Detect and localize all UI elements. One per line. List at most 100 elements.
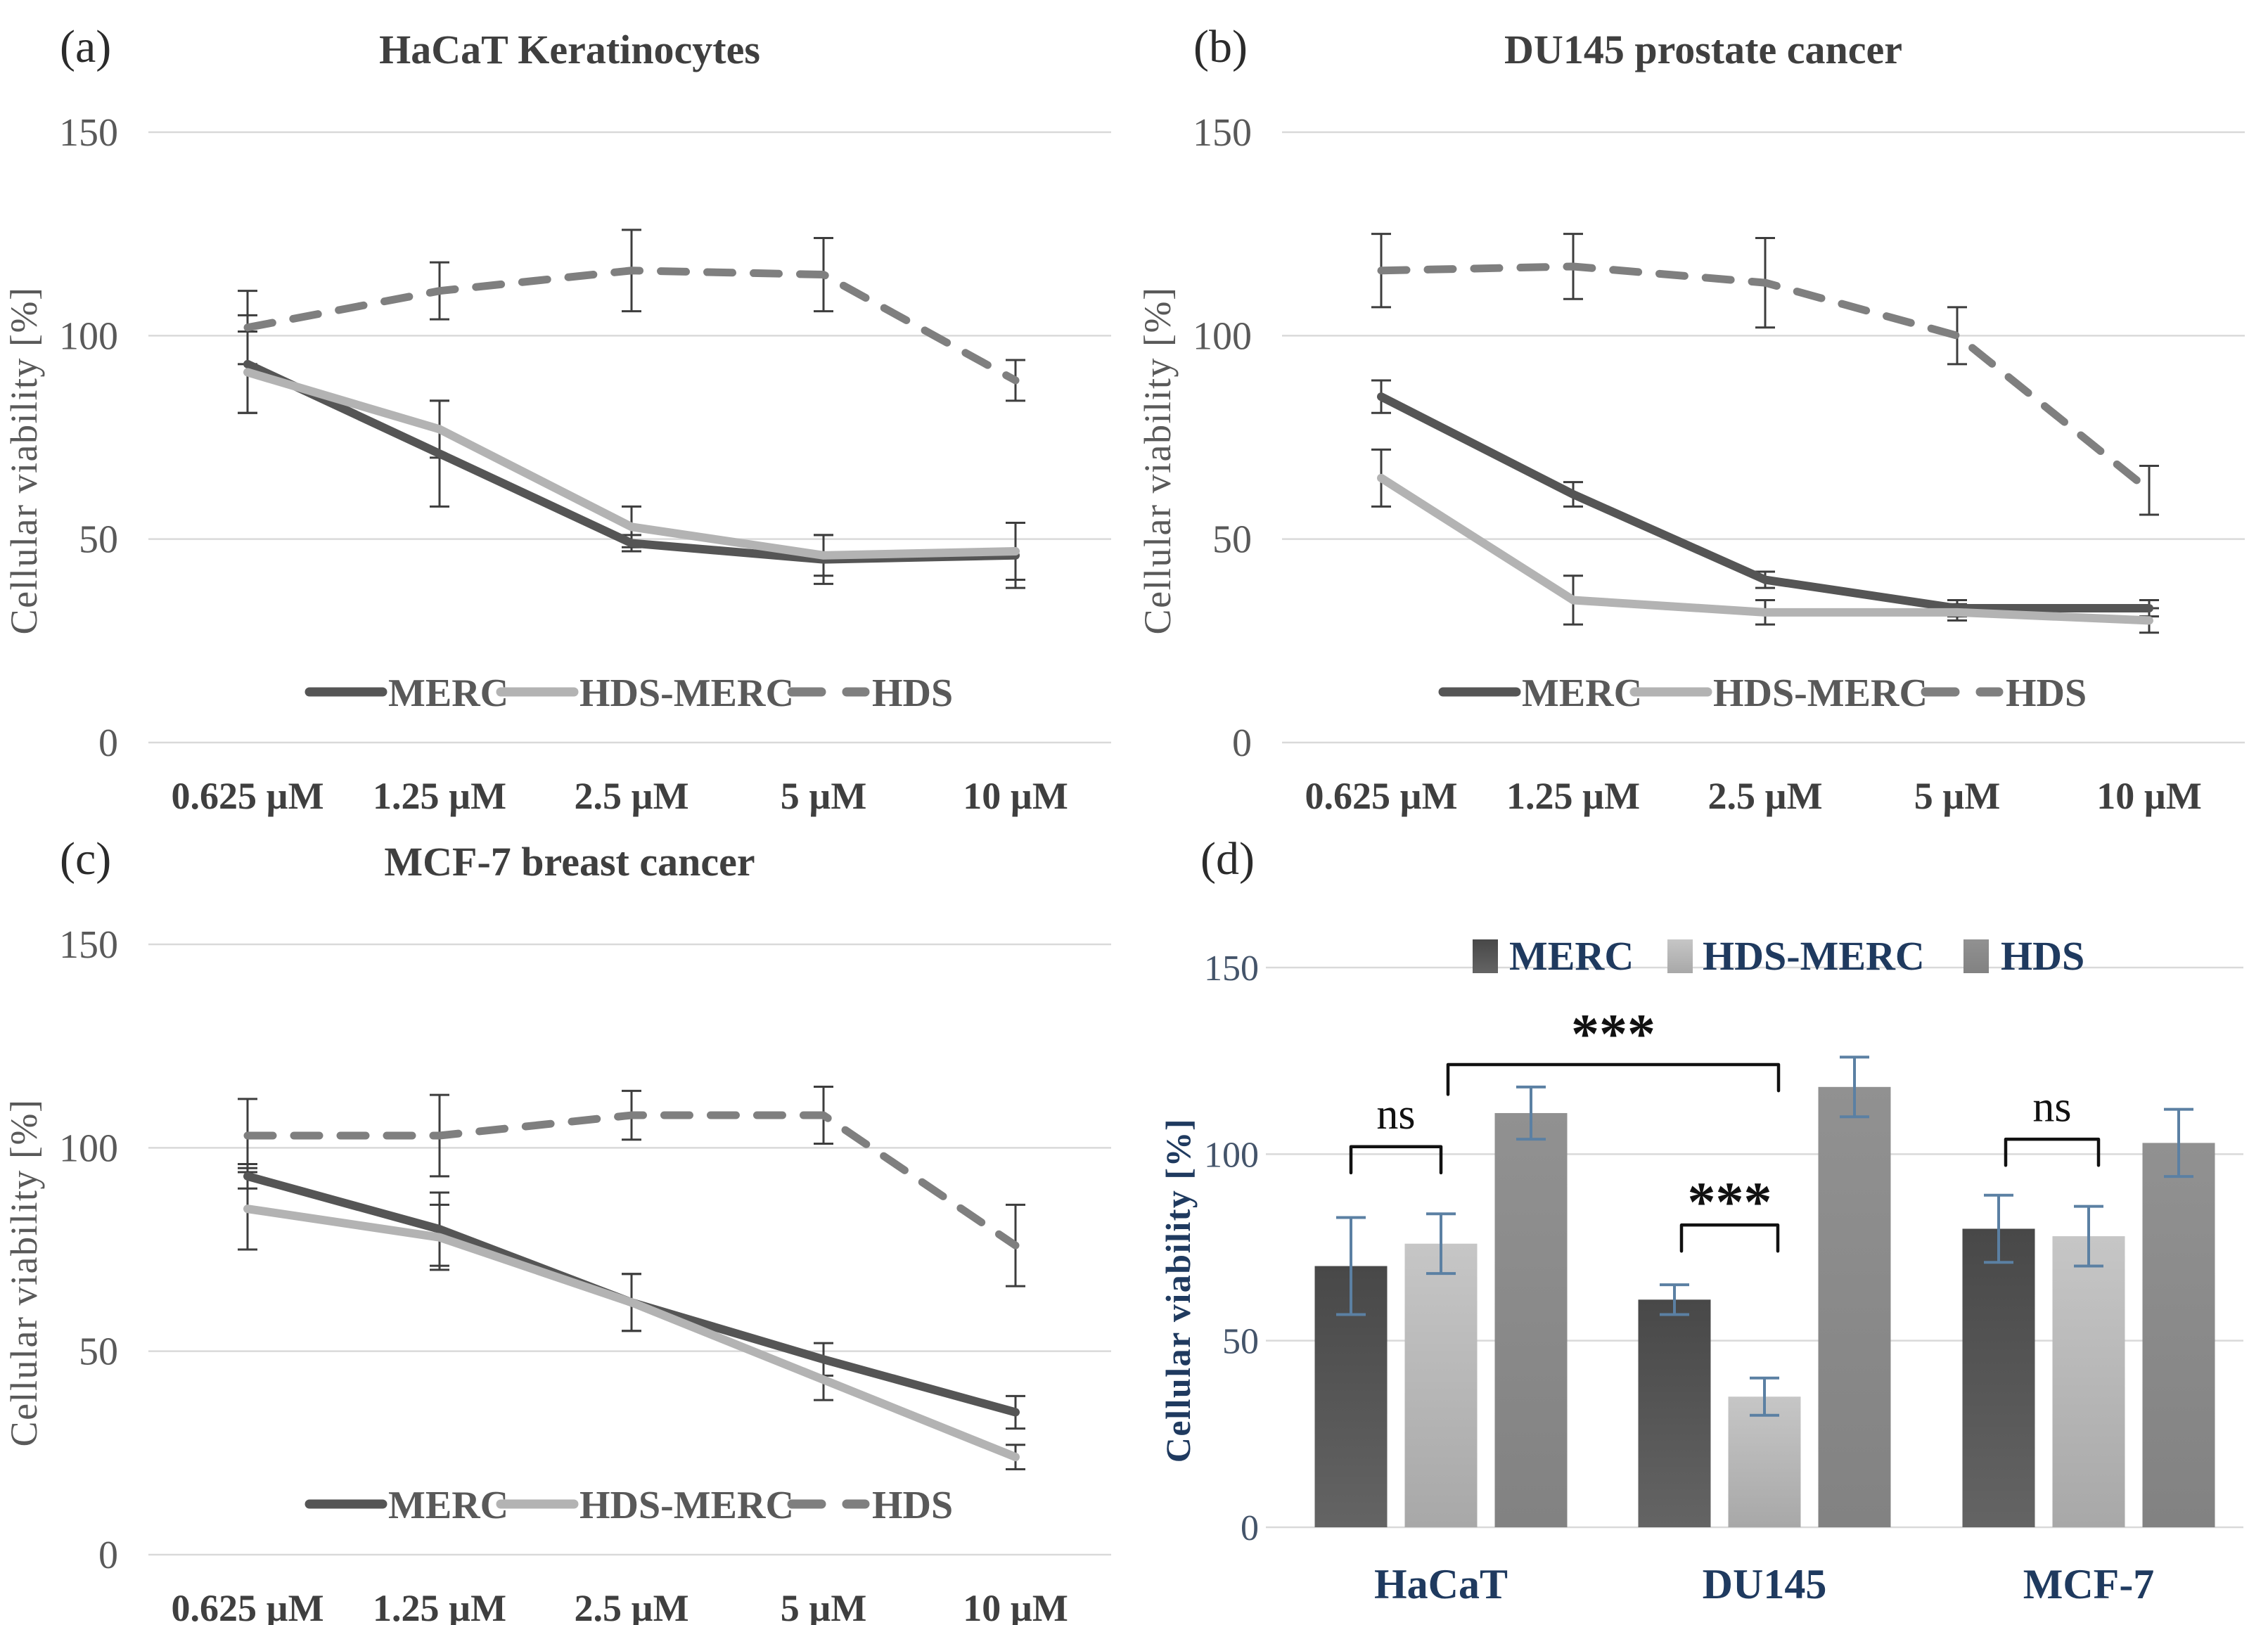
legend-label-HDS: HDS bbox=[872, 1484, 953, 1527]
bar-DU145-MERC bbox=[1638, 1299, 1711, 1527]
y-axis-title: Cellular viability [%] bbox=[3, 1099, 45, 1447]
legend-label-HDS-MERC: HDS-MERC bbox=[579, 672, 794, 715]
x-tick-label: 1.25 µM bbox=[1506, 775, 1640, 817]
x-tick-label: 5 µM bbox=[781, 1587, 867, 1625]
panel-label: (c) bbox=[60, 833, 111, 885]
y-tick-label: 0 bbox=[1241, 1508, 1259, 1548]
y-tick-label: 150 bbox=[59, 111, 118, 155]
du145-line-chart: 150 100 50 0 (b) DU145 prostate cancer Cellula… bbox=[1136, 21, 2245, 817]
series-line-HDS bbox=[243, 266, 1020, 385]
y-tick-label: 100 bbox=[59, 1126, 118, 1170]
summary-bar-chart: 150 100 50 0 (d) Cellular viability [%] MERC HD… bbox=[1158, 833, 2243, 1607]
bar-HaCaT-HDS-MERC bbox=[1404, 1243, 1478, 1527]
y-tick-label: 150 bbox=[59, 923, 118, 967]
x-tick-label: 0.625 µM bbox=[1305, 775, 1457, 817]
legend-label-MERC: MERC bbox=[1509, 933, 1634, 979]
series-line-HDS-MERC bbox=[243, 368, 1020, 560]
error-bar bbox=[1840, 1055, 1869, 1119]
panel-label: (b) bbox=[1193, 21, 1248, 72]
legend-label-HDS-MERC: HDS-MERC bbox=[579, 1484, 794, 1527]
error-bar bbox=[1426, 1212, 1456, 1276]
legend-label-MERC: MERC bbox=[388, 672, 508, 715]
y-tick-label: 150 bbox=[1204, 949, 1259, 989]
significance-label: ns bbox=[2032, 1083, 2071, 1131]
legend-label-HDS: HDS bbox=[2001, 933, 2084, 979]
y-tick-label: 50 bbox=[1212, 518, 1252, 562]
x-tick-label: 1.25 µM bbox=[373, 1587, 506, 1625]
hacat-line-chart: 150 100 50 0 (a) HaCaT Keratinocytes Cellular … bbox=[3, 21, 1111, 817]
error-bar bbox=[1750, 1376, 1779, 1417]
significance-bracket bbox=[1349, 1145, 1443, 1175]
y-tick-label: 0 bbox=[1232, 721, 1252, 765]
x-tick-label: 5 µM bbox=[1914, 775, 2001, 817]
y-axis-title: Cellular viability [%] bbox=[1136, 287, 1179, 635]
legend-label-HDS: HDS bbox=[872, 672, 953, 715]
panel-c-line-chart: 150 100 50 0 (c) MCF-7 breast cancer Cellular … bbox=[0, 812, 1134, 1625]
series-line-MERC bbox=[1377, 392, 2153, 613]
chart-title: MCF-7 breast cancer bbox=[384, 839, 755, 885]
significance-label: *** bbox=[1688, 1171, 1772, 1233]
legend-swatch-HDS bbox=[1963, 939, 1989, 973]
x-tick-label: 0.625 µM bbox=[171, 1587, 323, 1625]
x-tick-label: 0.625 µM bbox=[171, 775, 323, 817]
significance-bracket bbox=[1446, 1062, 1781, 1096]
error-bar bbox=[2164, 1107, 2193, 1178]
y-tick-label: 50 bbox=[1222, 1322, 1259, 1362]
y-tick-label: 0 bbox=[98, 721, 118, 765]
legend-label-HDS-MERC: HDS-MERC bbox=[1713, 672, 1928, 715]
x-tick-label: 2.5 µM bbox=[1708, 775, 1822, 817]
x-tick-label: 1.25 µM bbox=[373, 775, 506, 817]
series-line-HDS-MERC bbox=[1377, 473, 2153, 625]
y-tick-label: 50 bbox=[79, 518, 118, 562]
bar-MCF-7-HDS-MERC bbox=[2052, 1236, 2125, 1527]
y-tick-label: 0 bbox=[98, 1534, 118, 1577]
x-tick-label: 10 µM bbox=[2096, 775, 2202, 817]
series-line-HDS bbox=[1377, 262, 2153, 494]
y-tick-label: 50 bbox=[79, 1330, 118, 1374]
mcf7-line-chart: 150 100 50 0 (c) MCF-7 breast cancer Cellular … bbox=[3, 833, 1111, 1625]
legend-swatch-HDS-MERC bbox=[1667, 939, 1693, 973]
y-tick-label: 100 bbox=[1193, 314, 1252, 358]
bar-DU145-HDS bbox=[1818, 1086, 1891, 1527]
x-category-label: HaCaT bbox=[1374, 1561, 1508, 1607]
significance-bracket bbox=[2004, 1137, 2101, 1167]
significance-label: ns bbox=[1376, 1091, 1415, 1138]
y-tick-label: 100 bbox=[1204, 1135, 1259, 1175]
bar-MCF-7-MERC bbox=[1962, 1228, 2035, 1527]
error-bar bbox=[1336, 1216, 1366, 1316]
series-line-HDS-MERC bbox=[243, 1205, 1020, 1462]
panel-label: (d) bbox=[1200, 833, 1255, 885]
series-line-HDS bbox=[243, 1111, 1020, 1250]
bar-MCF-7-HDS bbox=[2142, 1143, 2215, 1527]
legend-label-HDS: HDS bbox=[2006, 672, 2087, 715]
legend-label-MERC: MERC bbox=[388, 1484, 508, 1527]
error-bar bbox=[2139, 465, 2159, 516]
legend-label-MERC: MERC bbox=[1522, 672, 1642, 715]
legend-swatch-MERC bbox=[1473, 939, 1498, 973]
y-tick-label: 150 bbox=[1193, 111, 1252, 155]
error-bar bbox=[1660, 1283, 1689, 1316]
x-tick-label: 2.5 µM bbox=[574, 1587, 688, 1625]
error-bar bbox=[1984, 1193, 2013, 1264]
significance-label: *** bbox=[1571, 1004, 1655, 1066]
y-axis-title: Cellular viability [%] bbox=[3, 287, 45, 635]
panel-label: (a) bbox=[60, 21, 111, 72]
x-tick-label: 10 µM bbox=[963, 775, 1068, 817]
significance-bracket bbox=[1679, 1223, 1780, 1253]
x-category-label: MCF-7 bbox=[2023, 1561, 2155, 1607]
legend-label-HDS-MERC: HDS-MERC bbox=[1703, 933, 1925, 979]
panel-d-bar-chart: 150 100 50 0 (d) Cellular viability [%] MERC HD… bbox=[1134, 812, 2268, 1625]
error-bar bbox=[2074, 1205, 2103, 1268]
bar-HaCaT-HDS bbox=[1494, 1112, 1568, 1527]
chart-title: HaCaT Keratinocytes bbox=[379, 27, 760, 72]
x-tick-label: 5 µM bbox=[781, 775, 867, 817]
chart-title: DU145 prostate cancer bbox=[1504, 27, 1902, 72]
x-category-label: DU145 bbox=[1703, 1561, 1827, 1607]
bar-DU145-HDS-MERC bbox=[1728, 1396, 1801, 1527]
y-tick-label: 100 bbox=[59, 314, 118, 358]
error-bar bbox=[1516, 1085, 1546, 1141]
panel-a-line-chart: 150 100 50 0 (a) HaCaT Keratinocytes Cellular … bbox=[0, 0, 1134, 844]
panel-b-line-chart: 150 100 50 0 (b) DU145 prostate cancer Cellula… bbox=[1134, 0, 2268, 844]
x-tick-label: 10 µM bbox=[963, 1587, 1068, 1625]
